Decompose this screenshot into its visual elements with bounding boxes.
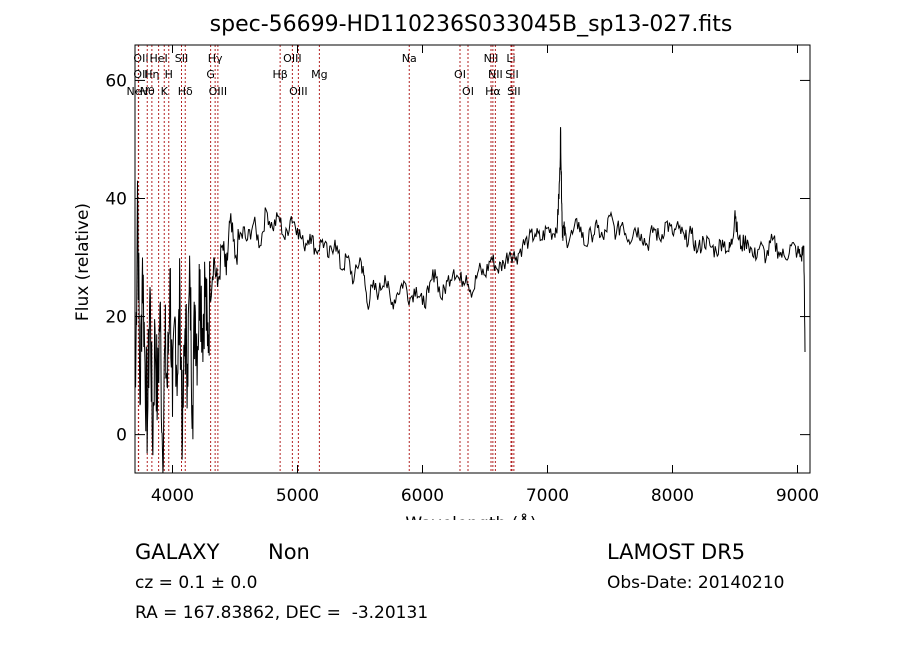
object-subclass: Non bbox=[268, 540, 310, 564]
x-tick-label: 5000 bbox=[276, 486, 319, 506]
x-axis-label: Wavelength (Å) bbox=[405, 512, 536, 520]
object-class: GALAXY bbox=[135, 540, 220, 564]
line-marker-label: NII bbox=[488, 68, 503, 81]
line-marker-label: OIII bbox=[283, 52, 301, 65]
line-marker-label: Li bbox=[506, 52, 515, 65]
x-tick-label: 8000 bbox=[651, 486, 694, 506]
x-tick-label: 7000 bbox=[526, 486, 569, 506]
line-marker-label: H bbox=[165, 68, 173, 81]
line-marker-label: G bbox=[206, 68, 215, 81]
line-marker-label: NII bbox=[484, 52, 499, 65]
line-marker-label: Na bbox=[402, 52, 417, 65]
coordinates: RA = 167.83862, DEC = -3.20131 bbox=[135, 603, 429, 623]
y-axis: 0 20 40 60 bbox=[105, 71, 810, 446]
line-marker-label: OI bbox=[462, 85, 474, 98]
x-tick-label: 4000 bbox=[151, 486, 194, 506]
line-marker-label: OI bbox=[454, 68, 466, 81]
line-marker-label: K bbox=[161, 85, 169, 98]
y-tick-label: 20 bbox=[105, 308, 127, 328]
y-tick-label: 40 bbox=[105, 189, 127, 209]
line-marker-label: HeI bbox=[149, 52, 167, 65]
observation-date: Obs-Date: 20140210 bbox=[607, 573, 785, 593]
line-marker-label: Hβ bbox=[272, 68, 287, 81]
spectrum-line bbox=[135, 127, 806, 474]
line-marker-label: OII bbox=[133, 52, 148, 65]
chart-title: spec-56699-HD110236S033045B_sp13-027.fit… bbox=[210, 12, 733, 37]
line-marker-label: SII bbox=[175, 52, 188, 65]
line-marker-label: Hη bbox=[144, 68, 159, 81]
line-marker-label: SII bbox=[507, 85, 520, 98]
spectrum-chart: spec-56699-HD110236S033045B_sp13-027.fit… bbox=[73, 12, 819, 520]
line-markers: NeVOIIOIIHηHθHeIHKSIIHδHγGOIIIHβOIIIOIII… bbox=[126, 45, 521, 473]
y-axis-label: Flux (relative) bbox=[73, 203, 93, 321]
x-tick-label: 6000 bbox=[401, 486, 444, 506]
survey-name: LAMOST DR5 bbox=[607, 540, 746, 564]
line-marker-label: Hα bbox=[485, 85, 501, 98]
line-marker-label: OIII bbox=[209, 85, 227, 98]
y-tick-label: 0 bbox=[116, 426, 127, 446]
y-tick-label: 60 bbox=[105, 71, 127, 91]
line-marker-label: SII bbox=[505, 68, 518, 81]
x-axis: 4000 5000 6000 7000 8000 9000 bbox=[151, 45, 819, 506]
plot-frame bbox=[134, 44, 811, 474]
line-marker-label: Hθ bbox=[140, 85, 155, 98]
x-tick-label: 9000 bbox=[776, 486, 819, 506]
line-marker-label: NeV bbox=[126, 85, 149, 98]
line-marker-label: Hδ bbox=[178, 85, 193, 98]
spectrum-series bbox=[135, 127, 806, 474]
line-marker-label: Mg bbox=[311, 68, 327, 81]
line-marker-label: Hγ bbox=[208, 52, 223, 65]
line-marker-label: OIII bbox=[289, 85, 307, 98]
line-marker-label: OII bbox=[133, 68, 148, 81]
redshift-readout: cz = 0.1 ± 0.0 bbox=[135, 573, 258, 593]
